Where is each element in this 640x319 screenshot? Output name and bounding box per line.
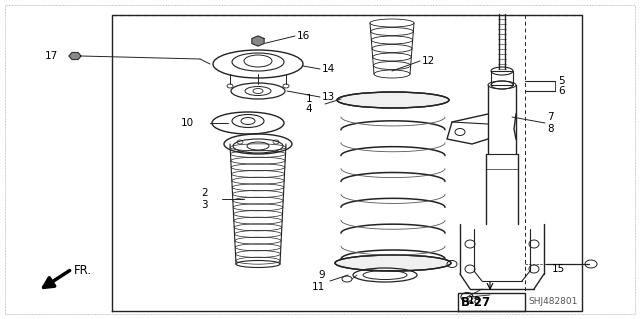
- Polygon shape: [69, 53, 81, 59]
- Text: 12: 12: [422, 56, 435, 66]
- Text: FR.: FR.: [74, 263, 92, 277]
- Text: 6: 6: [558, 86, 564, 96]
- Text: 7: 7: [547, 112, 554, 122]
- Text: 17: 17: [45, 51, 58, 61]
- Ellipse shape: [337, 92, 449, 108]
- Text: 10: 10: [181, 118, 194, 128]
- Text: 9: 9: [318, 270, 325, 280]
- Text: 2: 2: [202, 188, 208, 198]
- Text: SHJ482801: SHJ482801: [528, 298, 577, 307]
- Text: 8: 8: [547, 124, 554, 134]
- Text: B-27: B-27: [461, 295, 491, 308]
- Text: 3: 3: [202, 200, 208, 210]
- Text: 5: 5: [558, 76, 564, 86]
- Text: 18: 18: [468, 296, 481, 306]
- Text: 14: 14: [322, 64, 335, 74]
- Text: 1: 1: [305, 94, 312, 104]
- Polygon shape: [252, 36, 264, 46]
- Text: 11: 11: [312, 282, 325, 292]
- Ellipse shape: [335, 255, 451, 271]
- Text: 16: 16: [297, 31, 310, 41]
- Text: 13: 13: [322, 92, 335, 102]
- Text: 4: 4: [305, 104, 312, 114]
- Text: 15: 15: [552, 264, 565, 274]
